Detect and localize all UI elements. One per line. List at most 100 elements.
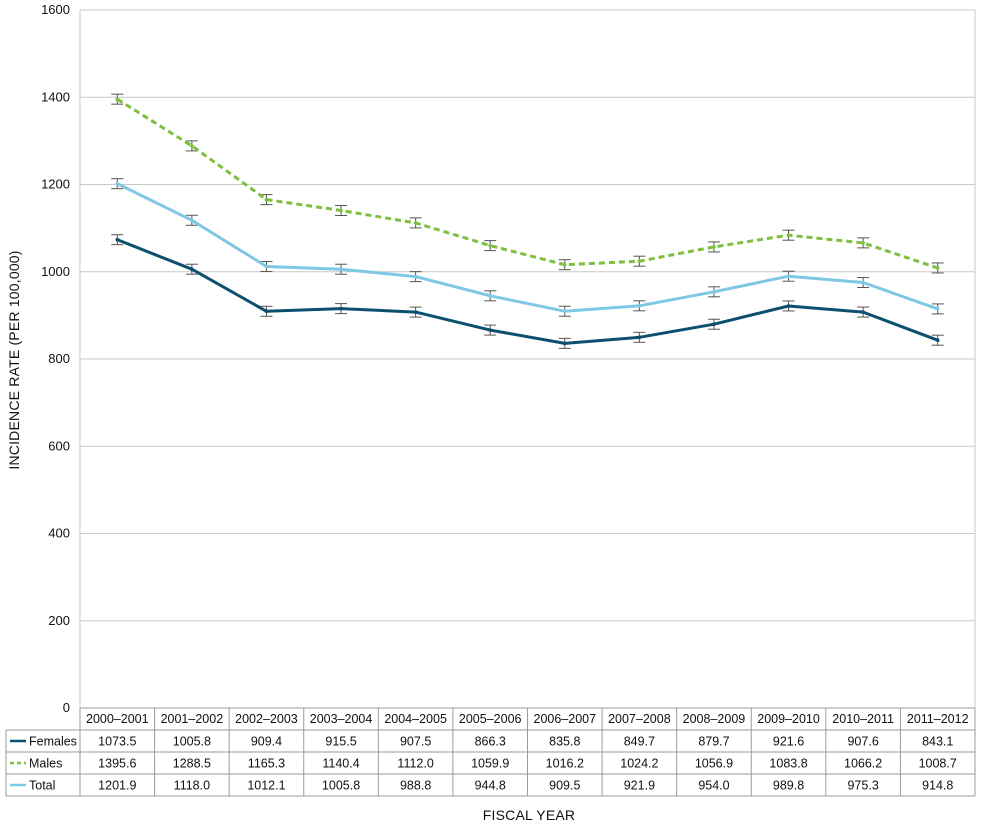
data-label: 866.3 (475, 735, 506, 749)
data-point (935, 338, 940, 342)
data-point (488, 328, 493, 332)
data-point (339, 267, 343, 272)
data-point (861, 280, 865, 285)
data-label: 1165.3 (248, 757, 285, 771)
data-point (712, 290, 716, 294)
data-point (264, 197, 269, 202)
data-point (786, 274, 791, 278)
data-label: 989.8 (773, 779, 804, 793)
x-tick-label: 2011–2012 (907, 712, 969, 726)
series-line-males (116, 97, 939, 270)
data-point (264, 309, 269, 314)
data-label: 954.0 (698, 779, 729, 793)
data-point (413, 221, 418, 225)
data-label: 1073.5 (98, 735, 136, 749)
data-point (861, 310, 865, 314)
data-point (190, 144, 194, 148)
x-tick-label: 2009–2010 (757, 712, 820, 726)
data-label: 1012.1 (247, 779, 285, 793)
data-label: 1008.7 (919, 757, 957, 771)
y-tick-label: 800 (48, 351, 70, 366)
data-point (562, 262, 567, 267)
x-tick-label: 2006–2007 (534, 712, 597, 726)
data-label: 843.1 (922, 735, 953, 749)
data-label: 1201.9 (98, 779, 136, 793)
y-axis-title: INCIDENCE RATE (PER 100,000) (6, 250, 22, 469)
data-label: 1066.2 (844, 757, 882, 771)
y-tick-label: 1400 (41, 89, 70, 104)
error-bars (111, 93, 944, 349)
data-point (637, 259, 642, 263)
data-label: 1059.9 (471, 757, 509, 771)
data-label: 1016.2 (546, 757, 584, 771)
data-point (488, 243, 493, 248)
data-label: 907.5 (400, 735, 431, 749)
data-label: 909.5 (549, 779, 580, 793)
x-axis-title: FISCAL YEAR (483, 807, 575, 823)
data-label: 909.4 (251, 735, 282, 749)
data-label: 1288.5 (173, 757, 211, 771)
x-tick-label: 2000–2001 (86, 712, 149, 726)
data-label: 1083.8 (769, 757, 807, 771)
series-line-females (116, 238, 939, 345)
x-tick-label: 2001–2002 (161, 712, 224, 726)
legend-label: Total (29, 779, 55, 793)
x-tick-label: 2010–2011 (832, 712, 894, 726)
data-point (339, 306, 343, 311)
y-tick-label: 600 (48, 438, 70, 453)
data-point (115, 97, 120, 101)
data-label: 944.8 (475, 779, 506, 793)
x-tick-label: 2005–2006 (459, 712, 522, 726)
data-point (935, 266, 940, 270)
x-tick-label: 2003–2004 (310, 712, 373, 726)
data-label: 975.3 (847, 779, 878, 793)
data-point (413, 274, 418, 279)
x-tick-label: 2004–2005 (384, 712, 447, 726)
data-label: 1118.0 (174, 779, 210, 793)
data-label: 915.5 (325, 735, 356, 749)
data-label: 849.7 (624, 735, 655, 749)
data-label: 1005.8 (322, 779, 360, 793)
x-tick-label: 2008–2009 (683, 712, 746, 726)
x-tick-label: 2007–2008 (608, 712, 671, 726)
data-point (115, 237, 120, 242)
data-point (712, 322, 716, 327)
data-point (115, 181, 120, 186)
data-label: 1005.8 (173, 735, 211, 749)
data-label: 1056.9 (695, 757, 733, 771)
data-point (786, 233, 791, 237)
grid-lines (79, 9, 976, 708)
data-label: 921.6 (773, 735, 804, 749)
data-label: 921.9 (624, 779, 655, 793)
data-label: 1112.0 (397, 757, 433, 771)
x-tick-label: 2002–2003 (235, 712, 298, 726)
y-tick-label: 1000 (41, 264, 70, 279)
data-point (861, 241, 865, 245)
data-label: 914.8 (922, 779, 953, 793)
data-point (488, 294, 493, 298)
legend-label: Females (29, 735, 77, 749)
data-point (562, 309, 567, 314)
data-point (562, 341, 567, 346)
y-tick-label: 400 (48, 526, 70, 541)
data-point (712, 245, 716, 249)
data-label: 1024.2 (620, 757, 658, 771)
data-point (786, 304, 791, 308)
data-label: 907.6 (847, 735, 878, 749)
y-tick-label: 1600 (41, 2, 70, 17)
data-point (339, 208, 343, 213)
data-point (413, 310, 418, 314)
data-point (935, 307, 940, 311)
y-tick-label: 0 (63, 700, 70, 715)
data-label: 988.8 (400, 779, 431, 793)
data-table: 2000–2001 2001–2002 2002–2003 2003–2004 2004… (5, 707, 976, 797)
data-label: 1140.4 (322, 757, 359, 771)
data-point (637, 335, 642, 340)
series-line-total (116, 182, 939, 313)
y-tick-label: 200 (48, 613, 70, 628)
data-point (190, 267, 194, 272)
data-point (637, 304, 642, 308)
y-tick-label: 1200 (41, 177, 70, 192)
data-point (264, 264, 269, 269)
